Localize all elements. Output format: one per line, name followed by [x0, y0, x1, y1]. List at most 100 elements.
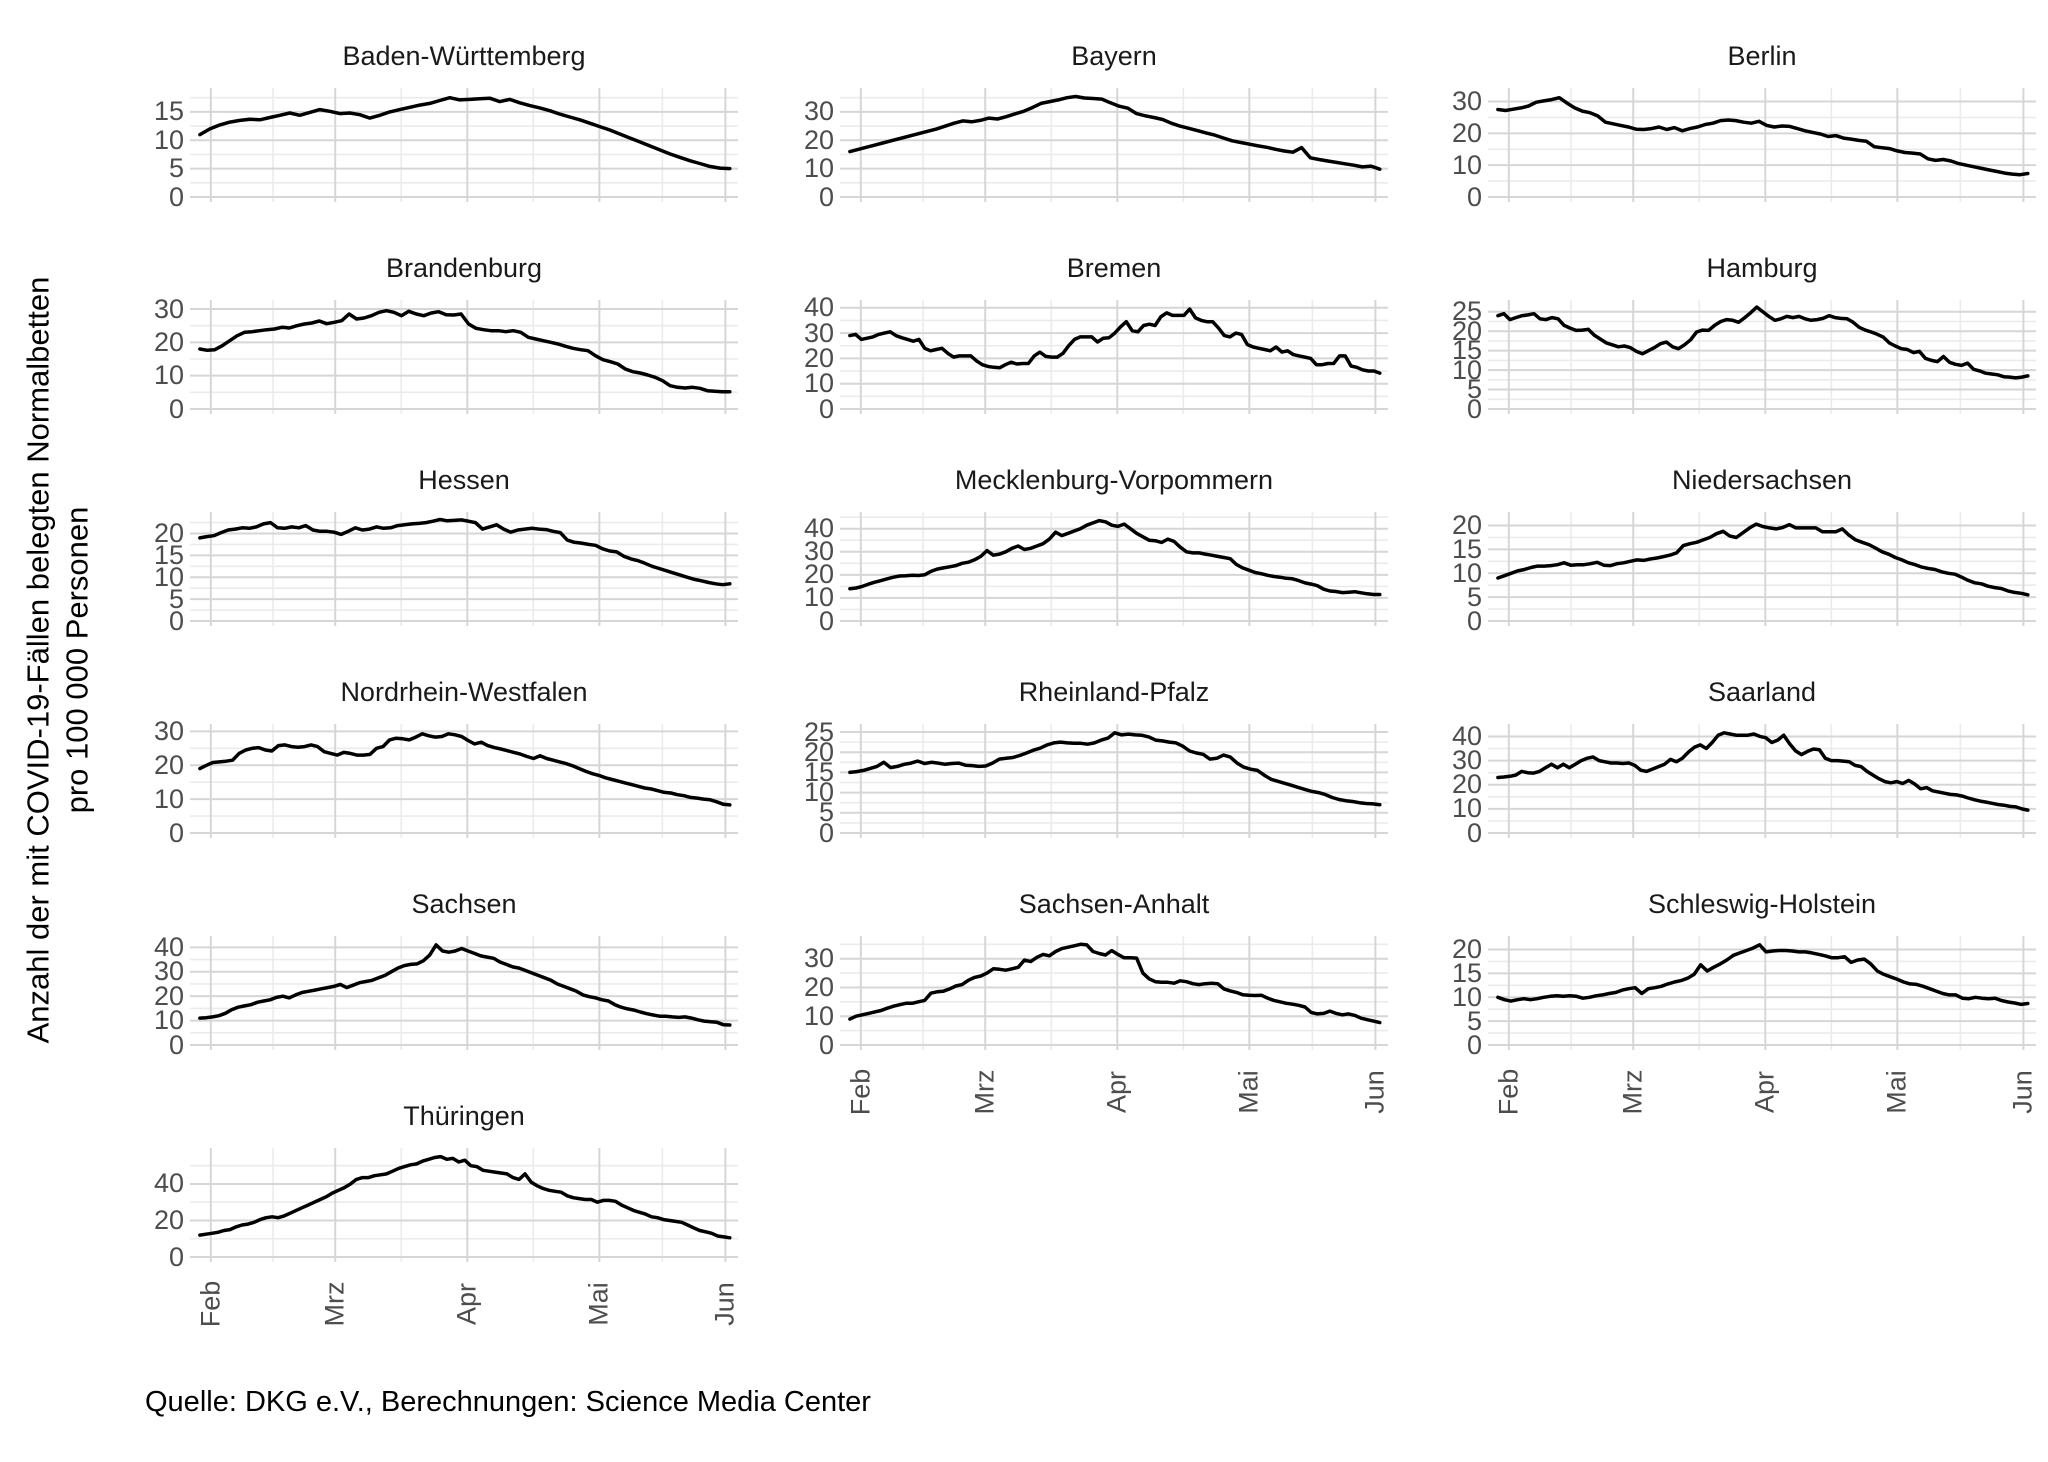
line-chart-panel	[840, 300, 1388, 414]
y-tick-label: 10	[803, 777, 834, 808]
line-chart-panel	[190, 88, 738, 202]
y-tick-label: 15	[153, 539, 184, 570]
y-tick-label: 40	[803, 513, 834, 544]
y-axis-title-line2: pro 100 000 Personen	[59, 506, 94, 814]
data-line	[1496, 731, 2030, 812]
data-line	[198, 732, 732, 807]
y-tick-label: 0	[1466, 817, 1482, 848]
facet-body: 0 5 10 15 20	[100, 512, 738, 634]
x-tick-label: Feb	[1493, 1068, 1524, 1116]
facet-title: Hessen	[418, 465, 510, 495]
x-tick-label: Feb	[845, 1068, 876, 1116]
facet-body: 0 10 20 30 40	[750, 512, 1388, 634]
line-chart-panel	[840, 724, 1388, 838]
y-tick-label: 10	[153, 360, 184, 391]
data-line	[1496, 522, 2030, 597]
y-tick-label: 0	[168, 1029, 184, 1060]
y-tick-label: 10	[803, 1000, 834, 1031]
facet-title: Nordrhein-Westfalen	[340, 677, 588, 707]
y-tick-label: 0	[818, 1029, 834, 1060]
line-chart-panel	[1488, 512, 2036, 626]
y-tick-label: 0	[818, 393, 834, 424]
facet-body: 0 5 10 15 20	[1398, 512, 2036, 634]
y-tick-label: 10	[803, 368, 834, 399]
y-tick-label: 20	[153, 749, 184, 780]
y-tick-label: 0	[818, 605, 834, 636]
facet-body: 0 5 10 15 20 25	[750, 718, 1388, 846]
data-line	[848, 307, 1382, 375]
y-tick-label: 10	[1451, 557, 1482, 588]
data-line	[1496, 305, 2030, 380]
facet-title: Bayern	[1071, 41, 1157, 71]
x-tick-label: Apr	[1101, 1070, 1132, 1114]
line-chart-panel	[190, 724, 738, 838]
line-chart-panel	[840, 88, 1388, 202]
x-tick-label: Jun	[2007, 1070, 2038, 1114]
line-chart-panel	[190, 300, 738, 414]
line-chart-panel	[190, 936, 738, 1050]
y-tick-label: 20	[1451, 769, 1482, 800]
y-tick-label: 10	[1451, 149, 1482, 180]
y-tick-label: 15	[803, 756, 834, 787]
y-tick-label: 25	[803, 716, 834, 747]
y-tick-label: 40	[803, 292, 834, 323]
y-tick-label: 30	[803, 536, 834, 567]
facet-body: 0 10 20 30	[750, 88, 1388, 210]
line-chart-panel	[1488, 88, 2036, 202]
line-chart-panel	[840, 512, 1388, 626]
x-axis-labels: Feb Mrz Apr Mai Jun	[100, 1262, 740, 1346]
line-chart-panel	[1488, 936, 2036, 1050]
x-tick-label: Jun	[709, 1282, 740, 1326]
data-line	[1496, 943, 2030, 1007]
y-tick-label: 10	[803, 582, 834, 613]
facet-sachsen: Sachsen 0 10 20 30 40	[100, 882, 738, 1058]
x-tick-label: Mai	[1233, 1070, 1264, 1114]
facet-body: 0 5 10 15 20 25	[1398, 298, 2036, 422]
y-tick-label: 0	[1466, 181, 1482, 212]
y-tick-label: 30	[153, 293, 184, 324]
facet-body: 0 5 10 15	[100, 88, 738, 210]
line-chart-panel	[1488, 724, 2036, 838]
y-tick-label: 20	[803, 124, 834, 155]
y-tick-label: 20	[803, 736, 834, 767]
y-tick-label: 40	[153, 1168, 184, 1199]
line-chart-panel	[190, 512, 738, 626]
y-tick-label: 15	[1451, 335, 1482, 366]
data-line	[198, 95, 732, 171]
y-tick-label: 40	[1451, 720, 1482, 751]
facet-title: Hamburg	[1706, 253, 1818, 283]
y-tick-label: 20	[1451, 315, 1482, 346]
y-tick-label: 10	[803, 153, 834, 184]
y-axis-title-line1: Anzahl der mit COVID-19-Fällen belegten …	[20, 276, 56, 1044]
y-tick-label: 5	[168, 583, 184, 614]
facet-title: Berlin	[1727, 41, 1797, 71]
facet-title: Niedersachsen	[1671, 465, 1853, 495]
data-line	[848, 518, 1382, 597]
facet-body: 0 5 10 15 20	[1398, 936, 2036, 1058]
facet-title: Mecklenburg-Vorpommern	[954, 465, 1274, 495]
facet-title: Schleswig-Holstein	[1647, 889, 1877, 919]
x-tick-label: Mai	[583, 1282, 614, 1326]
y-tick-label: 0	[1466, 1029, 1482, 1060]
facet-title: Saarland	[1707, 677, 1817, 707]
y-tick-label: 0	[168, 1241, 184, 1272]
facet-niedersachsen: Niedersachsen 0 5 10 15 20	[1398, 458, 2036, 634]
facet-title: Rheinland-Pfalz	[1018, 677, 1210, 707]
facet-brandenburg: Brandenburg 0 10 20 30	[100, 246, 738, 422]
y-tick-label: 30	[803, 317, 834, 348]
y-tick-label: 15	[1451, 533, 1482, 564]
line-chart-panel	[190, 1148, 738, 1262]
x-tick-label: Mrz	[969, 1069, 1000, 1115]
facet-body: 0 20 40	[100, 1148, 738, 1270]
line-chart-panel	[1488, 300, 2036, 414]
data-line	[1496, 95, 2030, 177]
y-tick-label: 30	[803, 943, 834, 974]
x-axis-labels: Feb Mrz Apr Mai Jun	[1398, 1050, 2038, 1134]
y-tick-label: 20	[153, 326, 184, 357]
facet-body: 0 10 20 30	[1398, 88, 2036, 210]
x-tick-label: Feb	[195, 1280, 226, 1328]
facet-bremen: Bremen 0 10 20 30 40	[750, 246, 1388, 422]
y-tick-label: 5	[818, 797, 834, 828]
facet-body: 0 10 20 30 40	[750, 294, 1388, 422]
x-tick-label: Apr	[1749, 1070, 1780, 1114]
